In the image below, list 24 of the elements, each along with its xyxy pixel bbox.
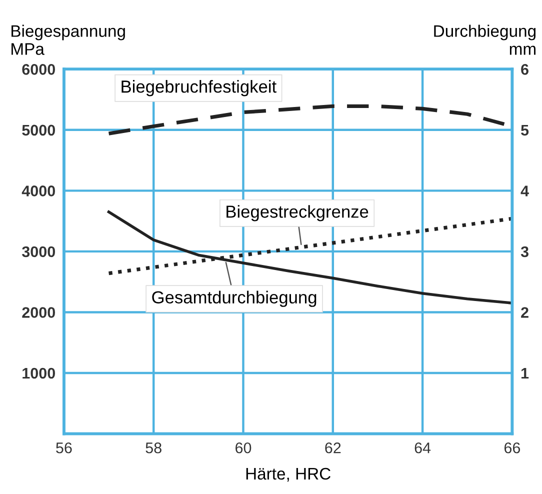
y-tick-label: 4000: [22, 186, 55, 196]
x-tick-label: 64: [414, 442, 431, 454]
y2-tick-label: 3: [520, 246, 528, 258]
x-axis-title: Härte, HRC: [246, 468, 330, 482]
y-axis-title: Biegespannung MPa: [12, 24, 125, 55]
y2-tick-label: 5: [520, 124, 529, 136]
y2-tick-label: 6: [521, 64, 528, 75]
series-label: Biegestreckgrenze: [226, 205, 368, 222]
series-label: Gesamtdurchbiegung: [152, 290, 316, 307]
y-tick-label: 6000: [22, 64, 55, 75]
y-tick-label: 1000: [22, 368, 55, 379]
x-tick-label: 60: [236, 442, 252, 454]
x-tick-label: 56: [56, 442, 72, 454]
y2-tick-label: 2: [521, 307, 528, 318]
y2-tick-label: 4: [520, 186, 529, 196]
x-tick-label: 66: [504, 442, 520, 454]
y-tick-label: 5000: [22, 124, 55, 136]
y2-axis-title: Durchbiegung mm: [434, 24, 536, 55]
x-tick-label: 58: [146, 442, 162, 454]
y2-tick-label: 1: [521, 368, 529, 379]
y-tick-label: 2000: [22, 307, 55, 318]
x-tick-label: 62: [325, 442, 341, 454]
y-tick-label: 3000: [22, 246, 55, 258]
series-label: Biegebruchfestigkeit: [122, 80, 276, 96]
